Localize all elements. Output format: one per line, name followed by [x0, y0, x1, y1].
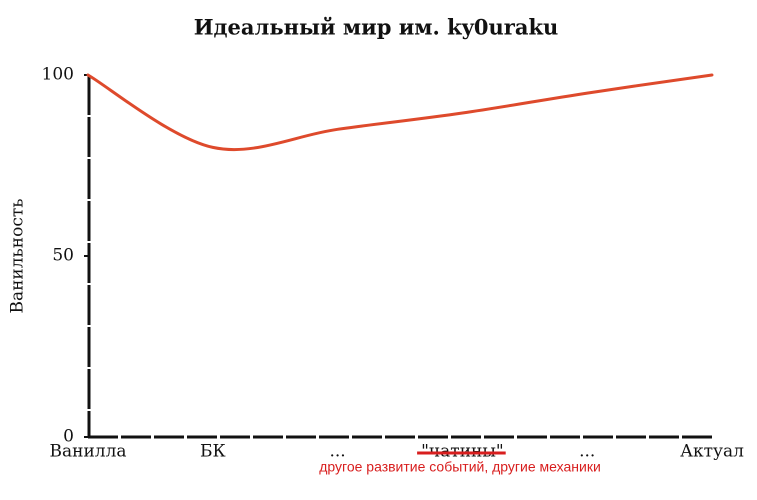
y-axis-label: Ванильность — [8, 198, 28, 313]
line — [86, 73, 714, 152]
y-tick-label: 50 — [52, 246, 74, 266]
chart-title: Идеальный мир им. ky0uraku — [194, 15, 559, 40]
x-tick-label: Ванилла — [49, 442, 126, 462]
y-tick-label: 0 — [63, 427, 74, 447]
x-tick-label: БК — [200, 442, 226, 462]
y-tick-label: 100 — [42, 65, 74, 85]
annotation: другое развитие событий, другие механики — [319, 459, 601, 475]
x-tick-label: ... — [329, 442, 345, 462]
x-tick-label: ... — [579, 442, 595, 462]
x-tick-label: Актуал — [680, 442, 744, 462]
